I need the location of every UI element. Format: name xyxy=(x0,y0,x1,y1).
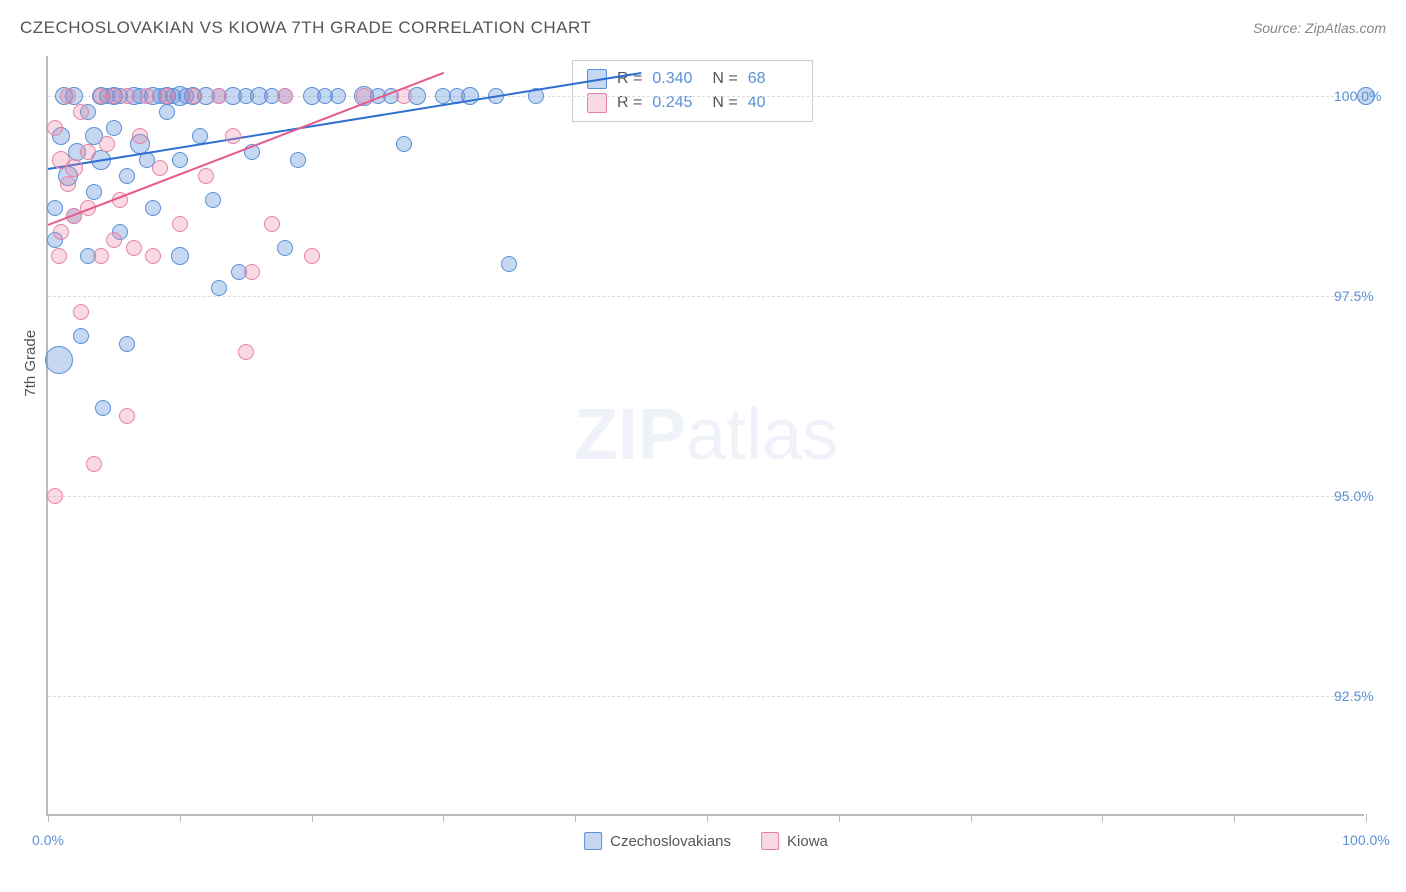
x-tick xyxy=(443,814,444,822)
data-point xyxy=(211,88,227,104)
legend: Czechoslovakians Kiowa xyxy=(584,832,828,850)
data-point xyxy=(99,136,115,152)
data-point xyxy=(73,304,89,320)
x-tick xyxy=(180,814,181,822)
data-point xyxy=(47,200,63,216)
data-point xyxy=(47,488,63,504)
data-point xyxy=(53,224,69,240)
data-point xyxy=(264,216,280,232)
data-point xyxy=(198,168,214,184)
data-point xyxy=(225,128,241,144)
legend-label-0: Czechoslovakians xyxy=(610,833,731,850)
data-point xyxy=(73,328,89,344)
gridline xyxy=(48,296,1364,297)
data-point xyxy=(205,192,221,208)
x-tick xyxy=(1366,814,1367,822)
stats-row-series-0: R = 0.340 N = 68 xyxy=(587,67,798,91)
data-point xyxy=(60,88,76,104)
data-point xyxy=(145,248,161,264)
data-point xyxy=(501,256,517,272)
data-point xyxy=(159,88,175,104)
x-tick xyxy=(971,814,972,822)
data-point xyxy=(139,88,155,104)
gridline xyxy=(48,496,1364,497)
x-tick xyxy=(707,814,708,822)
data-point xyxy=(238,344,254,360)
plot-area: ZIPatlas R = 0.340 N = 68 R = 0.245 N = … xyxy=(46,56,1364,816)
y-tick-label: 97.5% xyxy=(1334,288,1406,304)
x-tick-label: 0.0% xyxy=(32,832,64,848)
data-point xyxy=(211,280,227,296)
watermark: ZIPatlas xyxy=(574,394,838,476)
n-value-0: 68 xyxy=(748,70,798,88)
gridline xyxy=(48,696,1364,697)
data-point xyxy=(277,240,293,256)
data-point xyxy=(60,176,76,192)
x-tick xyxy=(312,814,313,822)
data-point xyxy=(1357,87,1375,105)
data-point xyxy=(132,128,148,144)
x-tick xyxy=(839,814,840,822)
r-value-0: 0.340 xyxy=(652,70,702,88)
data-point xyxy=(86,184,102,200)
data-point xyxy=(119,168,135,184)
data-point xyxy=(277,88,293,104)
data-point xyxy=(95,400,111,416)
swatch-legend-0 xyxy=(584,832,602,850)
data-point xyxy=(51,248,67,264)
y-axis-label: 7th Grade xyxy=(22,330,39,397)
data-point xyxy=(93,248,109,264)
swatch-legend-1 xyxy=(761,832,779,850)
x-tick xyxy=(575,814,576,822)
data-point xyxy=(119,408,135,424)
data-point xyxy=(65,159,83,177)
data-point xyxy=(185,88,201,104)
legend-item-1: Kiowa xyxy=(761,832,828,850)
stats-row-series-1: R = 0.245 N = 40 xyxy=(587,91,798,115)
data-point xyxy=(119,88,135,104)
data-point xyxy=(304,248,320,264)
data-point xyxy=(152,160,168,176)
data-point xyxy=(126,240,142,256)
data-point xyxy=(172,152,188,168)
data-point xyxy=(172,216,188,232)
stats-box: R = 0.340 N = 68 R = 0.245 N = 40 xyxy=(572,60,813,122)
data-point xyxy=(45,346,73,374)
data-point xyxy=(47,120,63,136)
data-point xyxy=(86,456,102,472)
n-label: N = xyxy=(712,70,737,88)
y-tick-label: 95.0% xyxy=(1334,488,1406,504)
data-point xyxy=(290,152,306,168)
legend-item-0: Czechoslovakians xyxy=(584,832,731,850)
data-point xyxy=(396,136,412,152)
legend-label-1: Kiowa xyxy=(787,833,828,850)
data-point xyxy=(73,104,89,120)
chart-title: CZECHOSLOVAKIAN VS KIOWA 7TH GRADE CORRE… xyxy=(20,18,591,38)
data-point xyxy=(106,120,122,136)
x-tick xyxy=(1102,814,1103,822)
x-tick xyxy=(1234,814,1235,822)
data-point xyxy=(145,200,161,216)
data-point xyxy=(106,232,122,248)
data-point xyxy=(330,88,346,104)
data-point xyxy=(244,264,260,280)
data-point xyxy=(119,336,135,352)
data-point xyxy=(80,144,96,160)
x-tick xyxy=(48,814,49,822)
source-label: Source: ZipAtlas.com xyxy=(1253,20,1386,36)
data-point xyxy=(159,104,175,120)
y-tick-label: 92.5% xyxy=(1334,688,1406,704)
x-tick-label: 100.0% xyxy=(1342,832,1389,848)
data-point xyxy=(171,247,189,265)
